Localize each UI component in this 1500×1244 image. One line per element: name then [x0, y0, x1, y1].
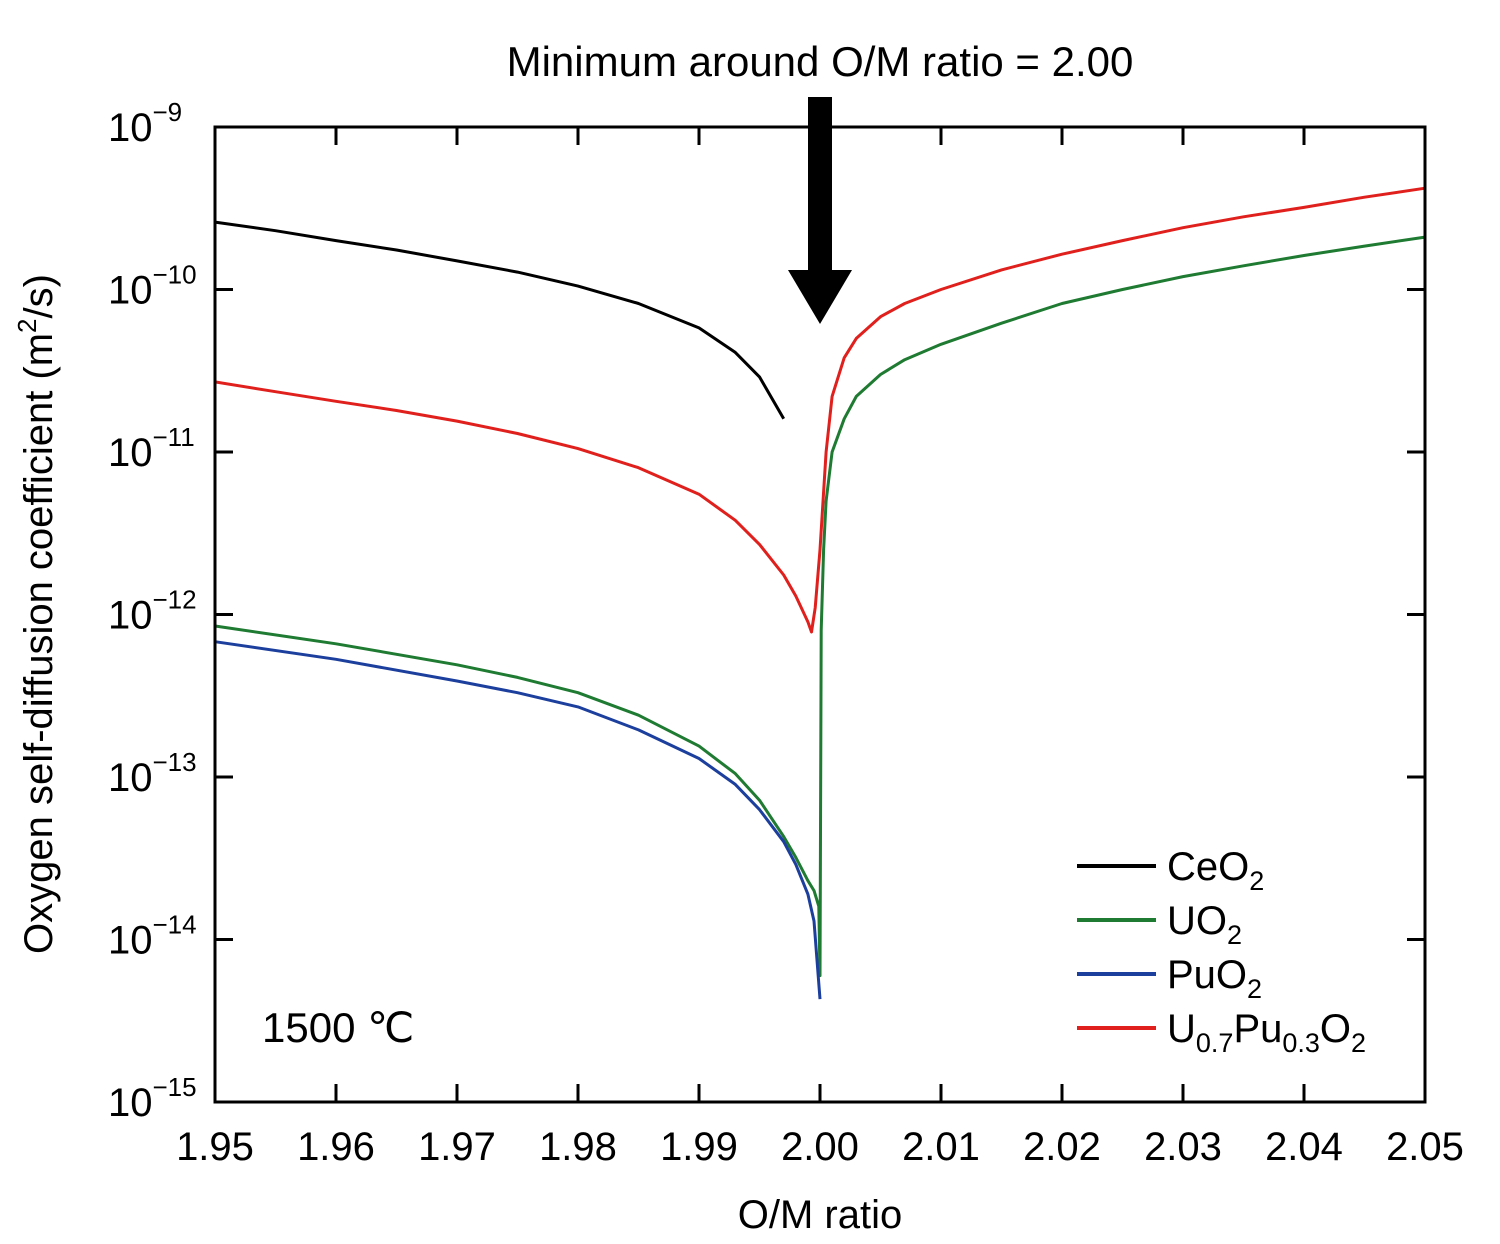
- legend-subscript: 2: [1247, 974, 1262, 1004]
- x-tick-labels: 1.95 1.96 1.97 1.98 1.99 2.00 2.01 2.02 2.03 2.04…: [176, 1125, 1464, 1169]
- x-axis-title: O/M ratio: [738, 1193, 902, 1237]
- legend-subscript: 2: [1227, 920, 1242, 950]
- y-tick-exponent: −11: [153, 422, 195, 452]
- x-tick-label: 1.97: [418, 1125, 496, 1169]
- series-line-1: [214, 235, 1426, 978]
- x-tick-label: 2.03: [1144, 1125, 1222, 1169]
- x-tick-label: 2.02: [1023, 1125, 1101, 1169]
- x-tick-label: 2.04: [1265, 1125, 1343, 1169]
- y-tick-label: 10−12: [108, 585, 197, 638]
- y-tick-base: 10: [108, 1081, 153, 1125]
- y-tick-label: 10−15: [108, 1072, 197, 1125]
- down-arrow-icon: [788, 97, 852, 324]
- legend-subscript: 2: [1249, 866, 1264, 896]
- x-tick-label: 1.96: [297, 1125, 375, 1169]
- y-axis-title-pre: Oxygen self-diffusion coefficient (m: [17, 333, 61, 954]
- series-line-3: [214, 186, 1426, 634]
- x-tick-label: 1.98: [539, 1125, 617, 1169]
- legend-text-part: O: [1320, 1007, 1351, 1051]
- minimum-annotation: Minimum around O/M ratio = 2.00: [507, 38, 1134, 85]
- y-tick-exponent: −13: [153, 747, 197, 777]
- x-tick-label: 1.95: [176, 1125, 254, 1169]
- legend-label: PuO2: [1167, 953, 1262, 1004]
- y-tick-base: 10: [108, 756, 153, 800]
- y-tick-base: 10: [108, 919, 153, 963]
- legend-text-part: Pu: [1233, 1007, 1282, 1051]
- legend-subscript: 0.3: [1282, 1028, 1320, 1058]
- legend-label: UO2: [1167, 899, 1242, 950]
- legend-text-part: CeO: [1167, 845, 1249, 889]
- y-tick-exponent: −14: [153, 910, 197, 940]
- series-line-2: [214, 640, 822, 1000]
- y-tick-exponent: −15: [153, 1072, 197, 1102]
- arrow-head: [788, 270, 852, 324]
- legend-subscript: 0.7: [1196, 1028, 1234, 1058]
- x-tick-label: 2.01: [902, 1125, 980, 1169]
- legend-text-part: U: [1167, 1007, 1196, 1051]
- legend-subscript: 2: [1351, 1028, 1366, 1058]
- y-tick-label: 10−13: [108, 747, 197, 800]
- y-tick-label: 10−10: [108, 260, 197, 313]
- y-tick-base: 10: [108, 594, 153, 638]
- series-layer: [214, 186, 1426, 1000]
- y-axis-title-sup: 2: [12, 318, 42, 332]
- legend-label: CeO2: [1167, 845, 1264, 896]
- x-tick-label: 2.05: [1386, 1125, 1464, 1169]
- y-tick-label: 10−14: [108, 910, 197, 963]
- y-tick-label: 10−11: [108, 422, 195, 475]
- y-axis-title: Oxygen self-diffusion coefficient (m2/s): [12, 274, 61, 954]
- temperature-label: 1500 ℃: [262, 1004, 414, 1051]
- ticks-layer: [213, 125, 1427, 1104]
- y-tick-exponent: −12: [153, 585, 197, 615]
- x-tick-label: 1.99: [660, 1125, 738, 1169]
- y-tick-exponent: −10: [153, 260, 197, 290]
- legend-text-part: UO: [1167, 899, 1227, 943]
- y-tick-exponent: −9: [153, 97, 183, 127]
- x-tick-label: 2.00: [781, 1125, 859, 1169]
- y-tick-base: 10: [108, 431, 153, 475]
- y-axis-title-post: /s): [17, 274, 61, 318]
- arrow-shaft: [808, 97, 832, 272]
- legend-label: U0.7Pu0.3O2: [1167, 1007, 1366, 1058]
- y-tick-base: 10: [108, 106, 153, 150]
- y-tick-base: 10: [108, 269, 153, 313]
- legend-text-part: PuO: [1167, 953, 1247, 997]
- y-tick-label: 10−9: [108, 97, 182, 150]
- series-line-0: [214, 220, 785, 420]
